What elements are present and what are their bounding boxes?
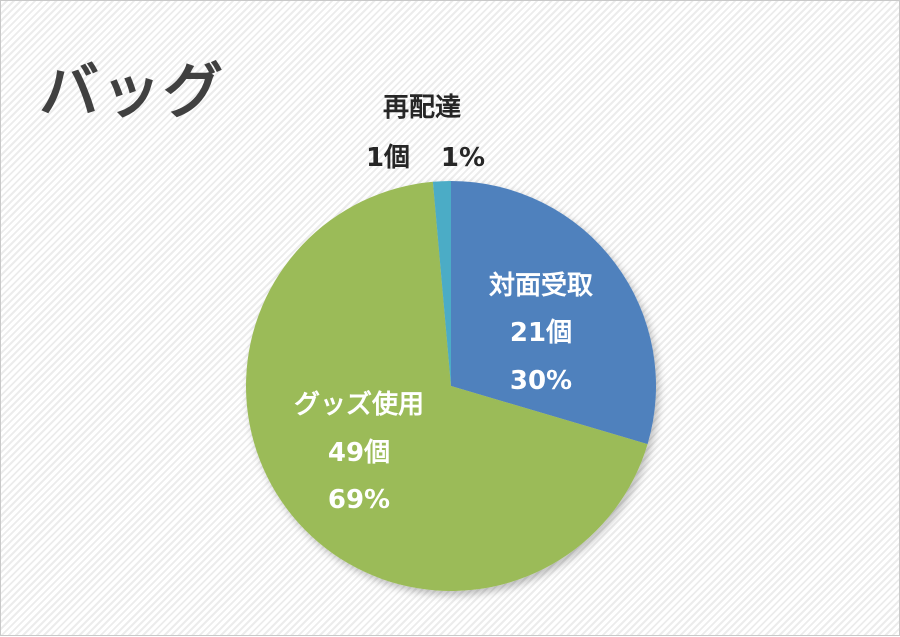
chart-title: バッグ (39, 57, 225, 127)
pie-slice (432, 181, 451, 386)
slice-label-percent: 69% (328, 485, 390, 515)
slice-label-percent: 1% (441, 143, 485, 173)
slice-label-name: 再配達 (383, 93, 461, 123)
slice-label-count: 21個 (510, 318, 572, 348)
pie-slice (246, 181, 648, 592)
slice-label-name: グッズ使用 (294, 389, 424, 420)
slice-label-count: 49個 (328, 438, 390, 468)
slice-label-name: 対面受取 (489, 270, 593, 301)
slice-label-percent: 30% (510, 366, 572, 396)
pie-slice (451, 181, 656, 445)
slice-label-count: 1個 (366, 143, 410, 173)
